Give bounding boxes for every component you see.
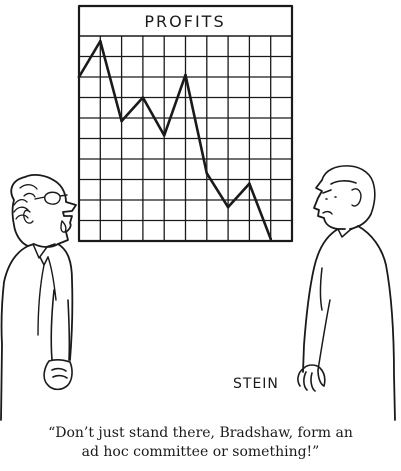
boss-hand: [43, 359, 73, 391]
caption-line-1: “Don’t just stand there, Bradshaw, form …: [48, 425, 353, 441]
boss-lapel: [37, 256, 57, 336]
boss-hair: [13, 184, 38, 220]
bradshaw-collar: [337, 225, 359, 238]
boss-glasses: [34, 191, 68, 205]
boss-arm: [50, 289, 71, 361]
boss-body: [0, 243, 74, 421]
boss-ear: [23, 209, 34, 224]
boss-head: [10, 174, 77, 248]
profits-chart: PROFITS: [77, 4, 294, 243]
profits-point: [184, 73, 187, 77]
profits-point: [141, 96, 145, 99]
bradshaw-hair: [321, 165, 376, 215]
chart-title: PROFITS: [144, 12, 225, 31]
profits-point: [248, 182, 251, 185]
profits-point: [162, 134, 166, 137]
profits-point: [77, 75, 81, 79]
bradshaw-body: [302, 225, 396, 421]
profits-line: [77, 39, 273, 241]
bradshaw-mouth: [322, 210, 333, 215]
bradshaw-ear: [351, 188, 362, 207]
bradshaw-eyes: [322, 189, 337, 200]
bradshaw-figure: [297, 165, 396, 421]
profits-point: [269, 237, 273, 241]
profits-series: [77, 39, 273, 241]
bradshaw-arm: [317, 267, 331, 371]
boss-mouth: [60, 220, 67, 233]
bradshaw-hand: [297, 364, 326, 392]
profits-point: [205, 172, 209, 175]
profits-point: [120, 119, 123, 123]
profits-point: [99, 39, 102, 43]
cartoon-caption: “Don’t just stand there, Bradshaw, form …: [0, 424, 401, 462]
boss-figure: [0, 174, 77, 421]
profits-point: [226, 205, 230, 209]
caption-line-2: ad hoc committee or something!”: [81, 444, 320, 460]
artist-signature: STEIN: [233, 376, 279, 392]
bradshaw-head: [313, 179, 372, 230]
